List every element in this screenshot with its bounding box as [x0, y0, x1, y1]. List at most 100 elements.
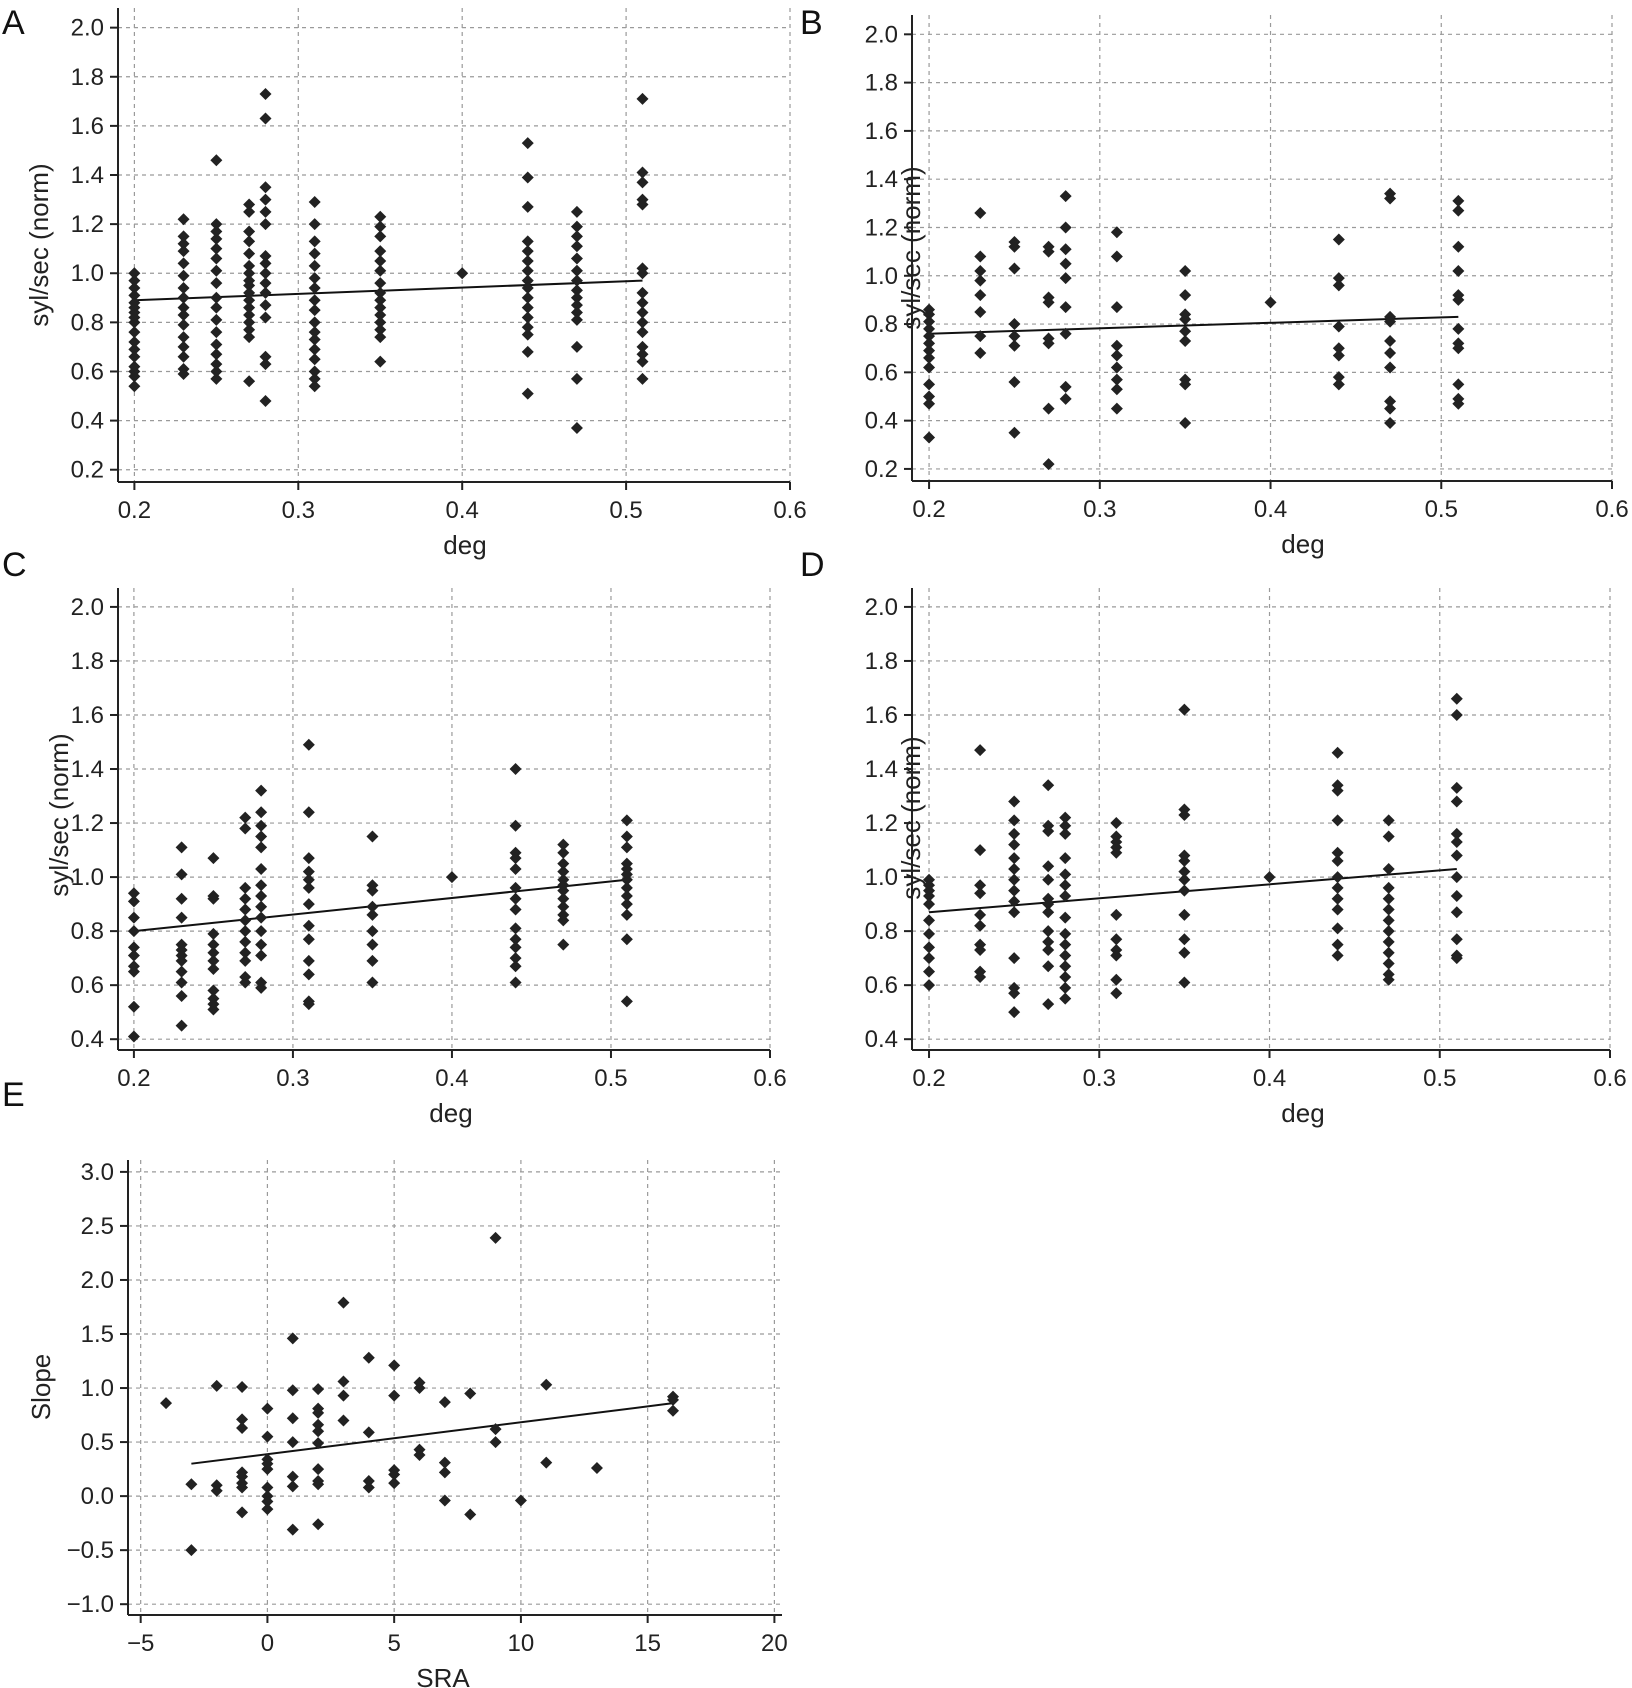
data-point	[521, 387, 534, 400]
data-point	[509, 819, 522, 832]
data-point	[1264, 296, 1277, 309]
y-tick-label: 0.6	[71, 358, 104, 385]
data-point	[1008, 262, 1021, 275]
data-point	[1382, 814, 1395, 827]
y-tick-label: 0.8	[71, 918, 104, 945]
data-point	[239, 811, 252, 824]
data-point	[1331, 854, 1344, 867]
panel-letter-B: B	[800, 4, 823, 42]
data-point	[1384, 315, 1397, 328]
data-point	[362, 1481, 375, 1494]
data-point	[1384, 334, 1397, 347]
data-point	[1008, 852, 1021, 865]
data-point	[509, 881, 522, 894]
data-point	[236, 1380, 249, 1393]
data-point	[255, 879, 268, 892]
data-point	[312, 1418, 325, 1431]
data-point	[636, 166, 649, 179]
data-point	[302, 865, 315, 878]
data-point	[636, 306, 649, 319]
data-point	[312, 1425, 325, 1438]
data-point	[557, 900, 570, 913]
data-point	[974, 744, 987, 757]
data-point	[243, 323, 256, 336]
data-point	[974, 879, 987, 892]
data-point	[362, 1474, 375, 1487]
data-point	[923, 330, 936, 343]
data-point	[1331, 938, 1344, 951]
data-point	[464, 1387, 477, 1400]
data-point	[308, 304, 321, 317]
data-point	[207, 962, 220, 975]
data-point	[1332, 233, 1345, 246]
data-point	[489, 1436, 502, 1449]
data-point	[374, 277, 387, 290]
data-point	[1008, 330, 1021, 343]
data-point	[509, 892, 522, 905]
y-tick-label: 0.8	[71, 309, 104, 336]
data-point	[243, 286, 256, 299]
data-point	[1384, 192, 1397, 205]
x-tick-label: 0.6	[1593, 1065, 1626, 1092]
data-point	[337, 1375, 350, 1388]
data-point	[366, 884, 379, 897]
x-tick-label: 0.2	[118, 497, 151, 524]
data-point	[636, 92, 649, 105]
data-point	[177, 308, 190, 321]
data-point	[636, 267, 649, 280]
data-point	[1008, 376, 1021, 389]
data-point	[255, 784, 268, 797]
data-point	[509, 933, 522, 946]
data-point	[1332, 378, 1345, 391]
data-point	[366, 976, 379, 989]
data-point	[374, 210, 387, 223]
data-point	[974, 908, 987, 921]
data-point	[175, 1019, 188, 1032]
data-point	[1384, 402, 1397, 415]
panel-letter-A: A	[2, 4, 25, 42]
data-point	[570, 220, 583, 233]
data-point	[570, 421, 583, 434]
data-point	[175, 892, 188, 905]
data-point	[521, 235, 534, 248]
data-point	[175, 868, 188, 881]
data-point	[974, 844, 987, 857]
data-point	[302, 852, 315, 865]
x-axis-label: deg	[1281, 529, 1324, 559]
data-point	[1110, 949, 1123, 962]
data-point	[210, 301, 223, 314]
data-point	[1059, 949, 1072, 962]
data-point	[509, 922, 522, 935]
data-point	[1450, 795, 1463, 808]
data-point	[1179, 289, 1192, 302]
data-point	[636, 286, 649, 299]
data-point	[261, 1463, 274, 1476]
data-point	[259, 286, 272, 299]
data-point	[636, 326, 649, 339]
data-point	[243, 198, 256, 211]
data-point	[210, 242, 223, 255]
data-point	[570, 274, 583, 287]
data-point	[1331, 922, 1344, 935]
data-point	[1178, 933, 1191, 946]
data-point	[210, 338, 223, 351]
data-point	[259, 267, 272, 280]
data-point	[236, 1413, 249, 1426]
data-point	[127, 965, 140, 978]
data-point	[177, 257, 190, 270]
data-point	[1332, 320, 1345, 333]
data-point	[557, 865, 570, 878]
data-point	[636, 316, 649, 329]
y-tick-label: 1.6	[865, 118, 898, 145]
data-point	[128, 281, 141, 294]
data-point	[255, 862, 268, 875]
data-point	[210, 232, 223, 245]
data-point	[540, 1378, 553, 1391]
data-point	[128, 380, 141, 393]
data-point	[128, 316, 141, 329]
x-tick-label: −5	[127, 1630, 154, 1657]
y-tick-label: 0.6	[71, 972, 104, 999]
data-point	[1110, 339, 1123, 352]
data-point	[127, 887, 140, 900]
data-point	[302, 933, 315, 946]
